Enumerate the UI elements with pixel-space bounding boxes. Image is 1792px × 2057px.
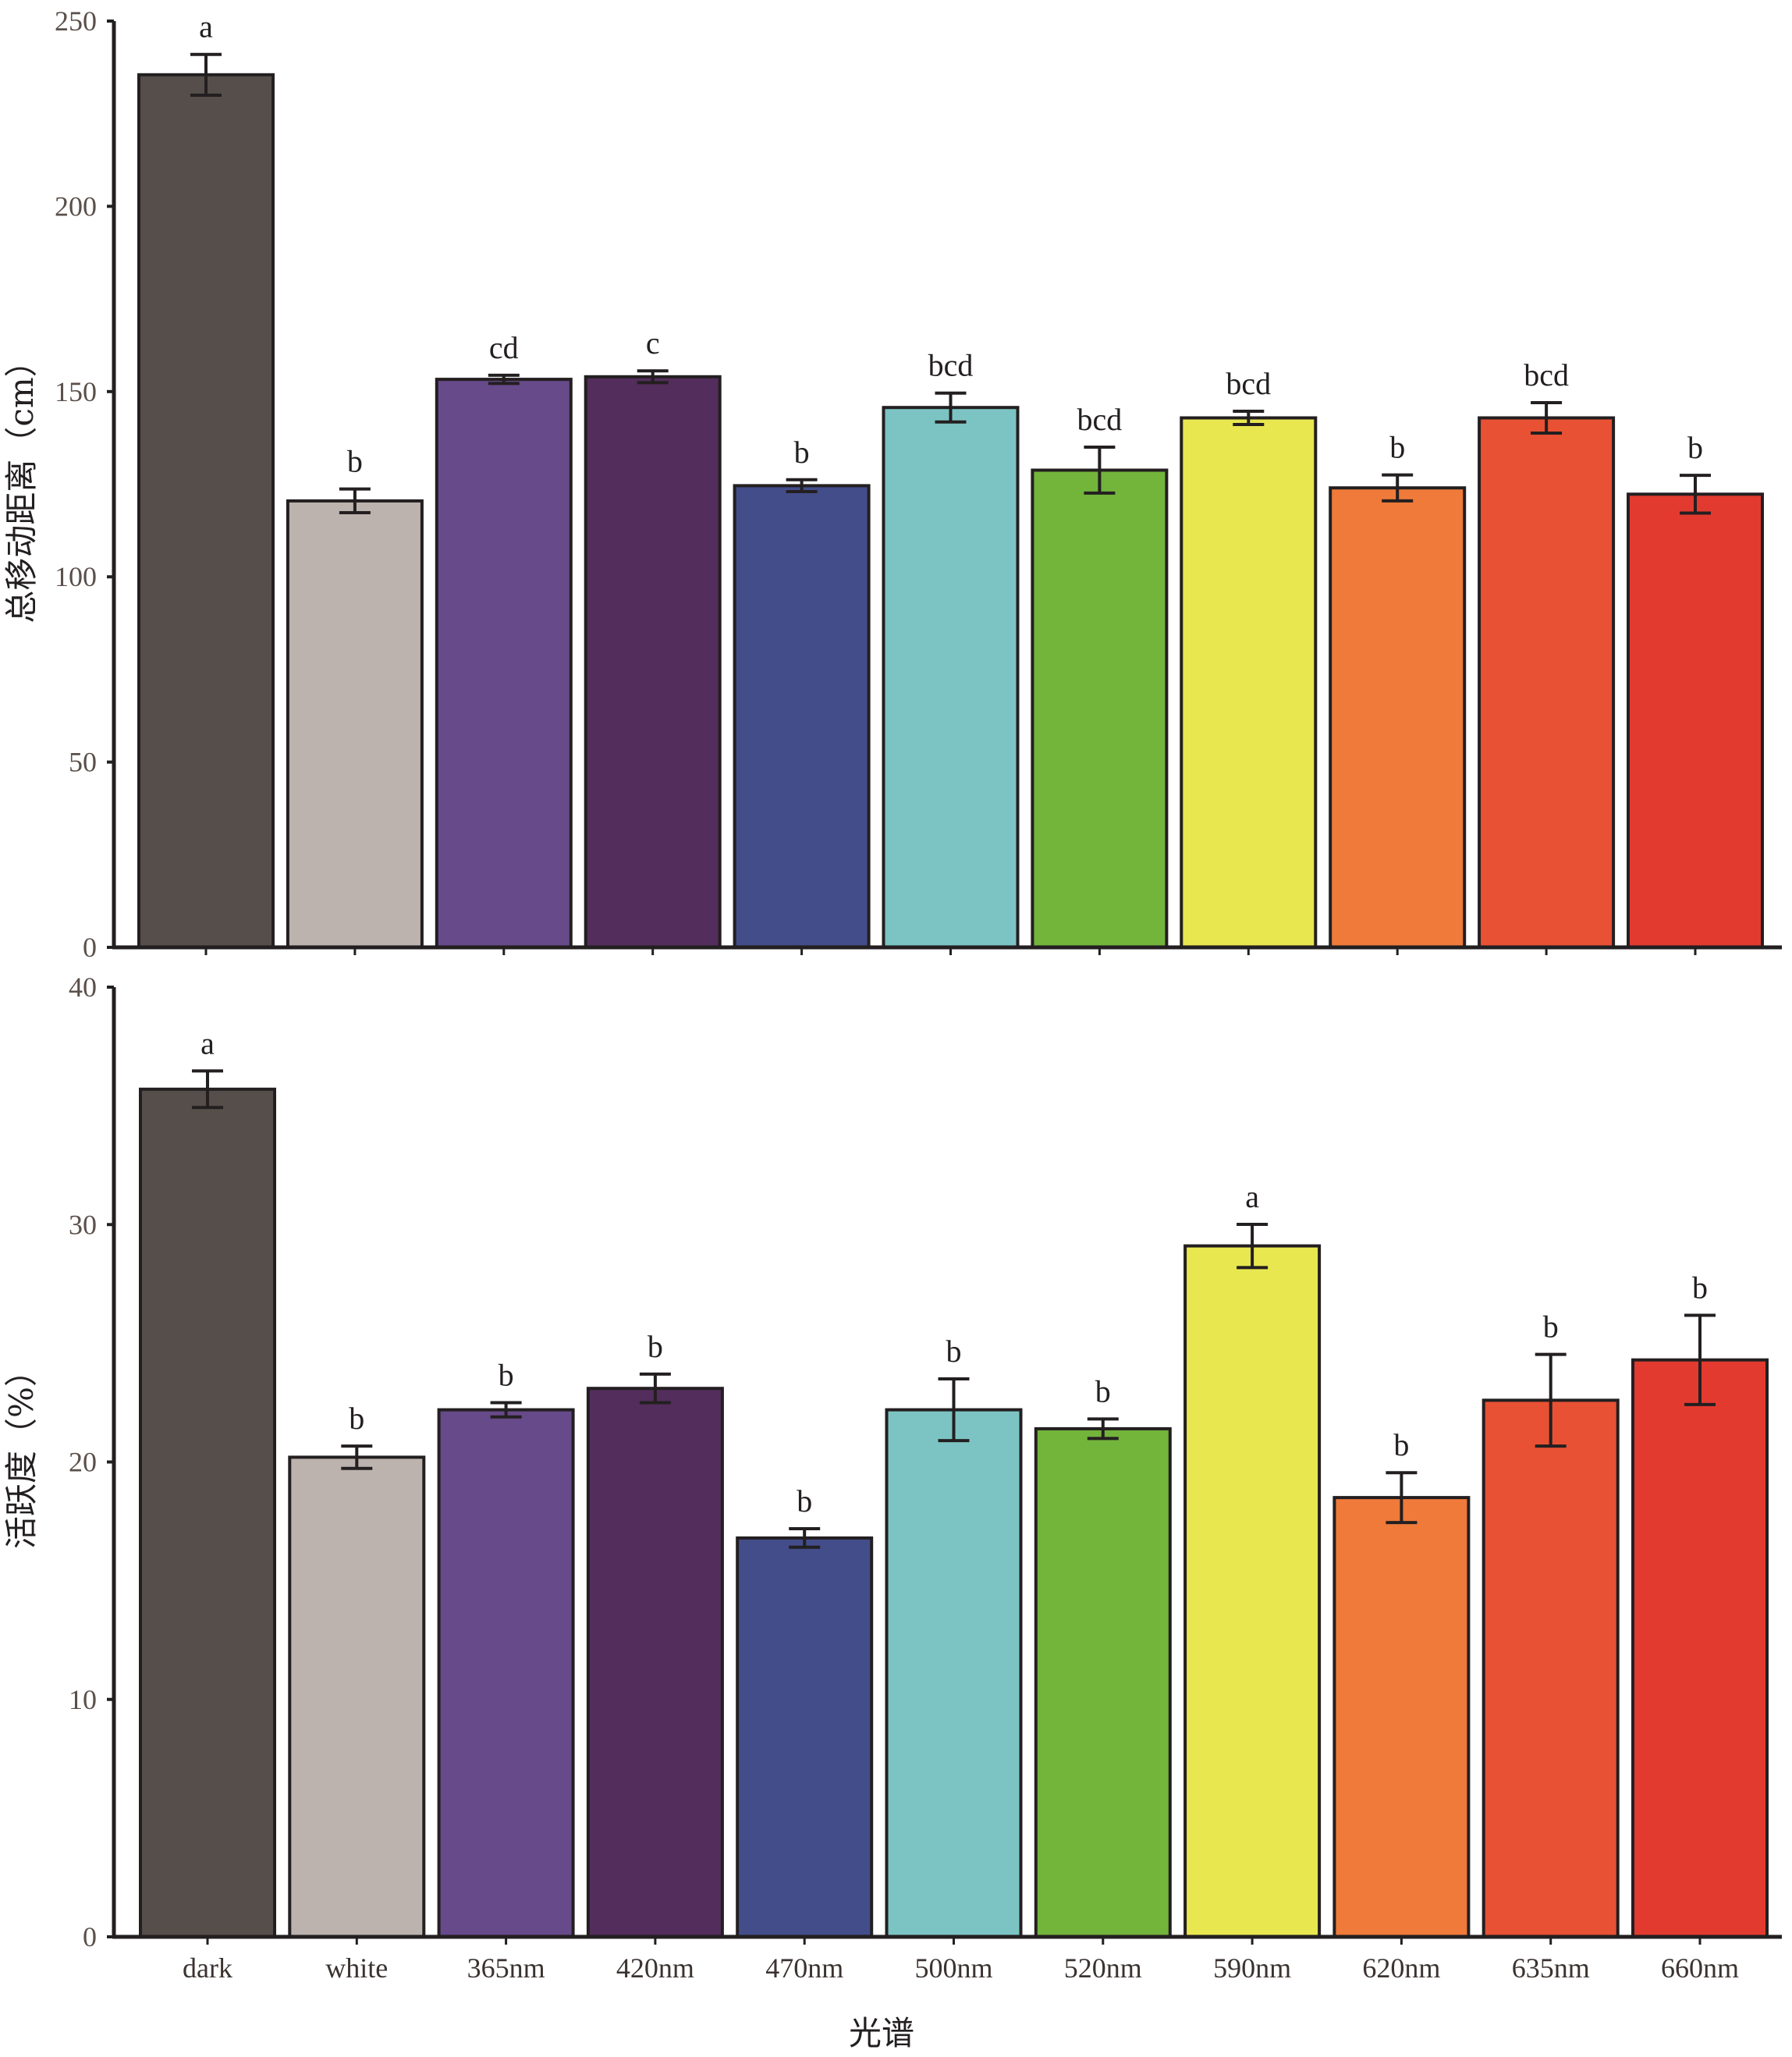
x-tick-label: 470nm xyxy=(765,1952,843,1984)
error-bar-dark xyxy=(190,52,222,97)
bar-365nm xyxy=(437,1408,575,1938)
bar-500nm xyxy=(882,406,1020,949)
bar-635nm xyxy=(1478,416,1616,949)
significance-label: a xyxy=(199,9,213,44)
bar-dark xyxy=(137,73,275,949)
error-bar-660nm xyxy=(1680,474,1711,515)
error-bar-365nm xyxy=(488,373,520,385)
significance-label: b xyxy=(946,1334,962,1369)
x-tick-label: 590nm xyxy=(1213,1952,1291,1984)
x-tick-label: 520nm xyxy=(1064,1952,1142,1984)
significance-label: bcd xyxy=(1524,357,1569,393)
bar-500nm xyxy=(885,1408,1023,1938)
error-bar-white xyxy=(339,487,371,515)
bar-620nm xyxy=(1332,1496,1471,1938)
error-bar-635nm xyxy=(1535,1352,1567,1448)
bar-420nm xyxy=(584,375,722,949)
significance-label: b xyxy=(1692,1270,1708,1306)
bar-590nm xyxy=(1180,416,1318,949)
y-axis-title-activity: 活跃度（%） xyxy=(2,1354,41,1549)
error-bar-white xyxy=(341,1444,373,1470)
bar-white xyxy=(286,499,424,949)
y-tick-label: 0 xyxy=(83,932,97,963)
error-bar-520nm xyxy=(1087,1417,1119,1441)
y-tick-label: 150 xyxy=(55,376,97,407)
y-tick-label: 0 xyxy=(83,1921,97,1952)
bar-470nm xyxy=(733,484,871,949)
significance-label: bcd xyxy=(928,348,974,383)
significance-label: b xyxy=(648,1329,663,1364)
significance-label: b xyxy=(499,1357,514,1392)
x-tick-label: 500nm xyxy=(914,1952,992,1984)
bar-365nm xyxy=(435,378,573,950)
y-tick-label: 50 xyxy=(69,747,97,778)
bar-520nm xyxy=(1034,1426,1172,1938)
y-tick-label: 10 xyxy=(69,1684,97,1715)
significance-label: b xyxy=(797,1483,812,1519)
x-tick-label: white xyxy=(325,1952,388,1984)
error-bar-635nm xyxy=(1531,401,1563,435)
error-bar-470nm xyxy=(786,478,818,493)
error-bar-500nm xyxy=(938,1377,970,1443)
y-tick-label: 40 xyxy=(69,972,97,1003)
bar-420nm xyxy=(586,1387,724,1938)
x-tick-label: 660nm xyxy=(1661,1952,1739,1984)
significance-label: b xyxy=(1543,1309,1559,1345)
x-tick-label: 420nm xyxy=(616,1952,694,1984)
error-bar-520nm xyxy=(1084,446,1116,495)
bar-635nm xyxy=(1482,1398,1620,1938)
bar-520nm xyxy=(1031,468,1169,949)
significance-label: b xyxy=(1095,1373,1111,1409)
error-bar-590nm xyxy=(1237,1222,1269,1270)
error-bar-660nm xyxy=(1684,1313,1716,1406)
significance-label: a xyxy=(1245,1179,1259,1214)
x-tick-label: dark xyxy=(183,1952,232,1984)
bar-660nm xyxy=(1631,1358,1769,1938)
error-bar-dark xyxy=(192,1069,223,1110)
error-bar-590nm xyxy=(1233,409,1265,427)
significance-label: b xyxy=(1687,430,1703,465)
y-tick-label: 20 xyxy=(69,1447,97,1478)
y-tick-label: 250 xyxy=(55,5,97,37)
error-bar-500nm xyxy=(935,391,967,424)
significance-label: cd xyxy=(489,330,519,365)
error-bar-365nm xyxy=(490,1401,522,1419)
x-axis-title: 光谱 xyxy=(849,2014,914,2052)
significance-label: b xyxy=(347,444,363,479)
significance-label: c xyxy=(646,325,660,361)
bar-470nm xyxy=(736,1536,874,1939)
bar-590nm xyxy=(1183,1244,1322,1938)
y-tick-label: 100 xyxy=(55,561,97,592)
significance-label: bcd xyxy=(1077,402,1123,437)
significance-label: b xyxy=(794,435,810,470)
significance-label: bcd xyxy=(1226,366,1271,401)
error-bar-420nm xyxy=(637,369,669,385)
x-tick-label: 365nm xyxy=(467,1952,545,1984)
bar-620nm xyxy=(1329,486,1467,949)
bar-660nm xyxy=(1627,492,1764,949)
significance-label: b xyxy=(1393,1427,1409,1462)
x-tick-label: 635nm xyxy=(1512,1952,1590,1984)
y-axis-title-total-distance: 总移动距离（cm） xyxy=(2,344,41,623)
bar-white xyxy=(288,1455,426,1938)
error-bar-620nm xyxy=(1382,473,1414,503)
error-bar-470nm xyxy=(789,1526,821,1549)
chart-panel-activity: a dark b white b 365nm b 420nm b 470nm b 500nm b 520n… xyxy=(69,972,1782,1984)
error-bar-420nm xyxy=(639,1372,671,1405)
error-bar-620nm xyxy=(1386,1471,1418,1525)
significance-label: b xyxy=(1389,430,1405,465)
y-tick-label: 30 xyxy=(69,1209,97,1240)
significance-label: a xyxy=(200,1025,215,1060)
bar-dark xyxy=(139,1087,276,1938)
x-tick-label: 620nm xyxy=(1362,1952,1440,1984)
significance-label: b xyxy=(349,1401,364,1436)
y-tick-label: 200 xyxy=(55,190,97,222)
